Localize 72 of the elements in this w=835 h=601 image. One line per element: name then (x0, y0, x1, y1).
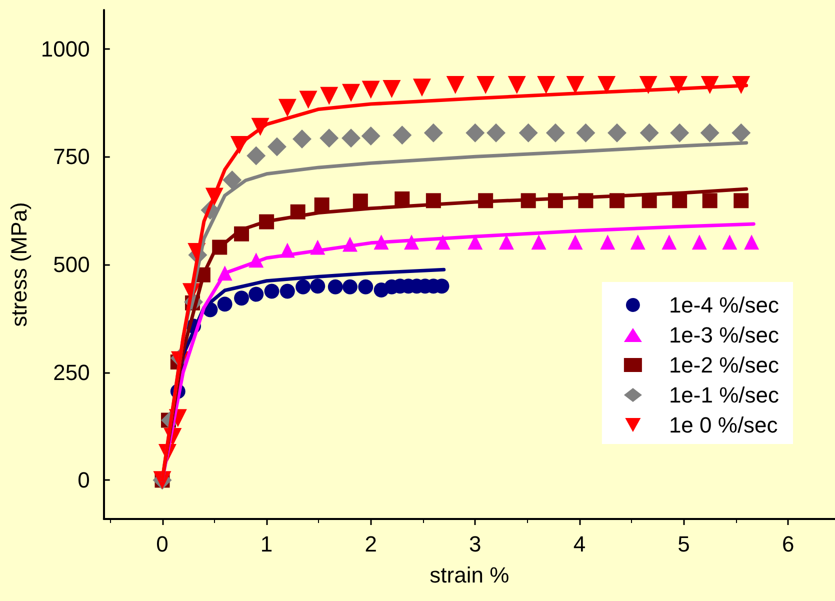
legend-label: 1e-2 %/sec (668, 352, 780, 378)
point (608, 123, 627, 142)
point (576, 123, 596, 142)
point (320, 128, 339, 148)
point (424, 123, 443, 142)
point (246, 146, 266, 166)
point (476, 76, 495, 94)
point (446, 76, 464, 94)
point (392, 126, 412, 145)
x-tick-label: 0 (156, 532, 168, 556)
point (222, 170, 242, 190)
point (264, 284, 280, 299)
point (299, 90, 318, 109)
point (466, 123, 485, 142)
point (296, 279, 311, 294)
x-tick-label: 3 (469, 532, 482, 556)
legend-label: 1e 0 %/sec (668, 412, 778, 438)
y-axis-title: stress (MPa) (6, 202, 32, 327)
point (320, 86, 338, 105)
point (362, 80, 380, 99)
x-tick-label: 5 (678, 532, 690, 556)
x-axis-title: strain % (430, 562, 510, 588)
legend-label: 1e-4 %/sec (668, 292, 780, 318)
point (630, 234, 646, 250)
point (342, 279, 358, 294)
point (280, 284, 295, 299)
point (412, 78, 431, 97)
legend-label: 1e-3 %/sec (668, 322, 780, 348)
point (358, 279, 374, 294)
y-tick-label: 1000 (40, 36, 90, 62)
point (361, 126, 380, 146)
point (670, 123, 690, 142)
point (248, 286, 264, 302)
point (722, 234, 738, 250)
point (278, 98, 296, 117)
point (732, 123, 751, 142)
point (537, 76, 556, 94)
point (744, 234, 760, 250)
point (568, 234, 583, 250)
y-tick-label: 250 (53, 360, 90, 385)
point (352, 194, 368, 209)
x-tick-label: 4 (573, 532, 586, 556)
point (498, 234, 514, 250)
point (234, 290, 250, 306)
x-tick-label: 6 (782, 532, 794, 556)
point (702, 193, 718, 208)
point (734, 193, 749, 208)
point (382, 80, 401, 98)
point (700, 123, 720, 142)
point (546, 123, 565, 142)
point (518, 123, 538, 142)
point (662, 234, 677, 250)
x-tick-label: 1 (260, 532, 273, 556)
point (508, 76, 526, 94)
y-tick-label: 750 (53, 144, 90, 170)
y-tick-label: 500 (53, 252, 90, 277)
point (600, 234, 616, 250)
point (692, 234, 707, 250)
point (342, 128, 361, 148)
point (328, 279, 343, 294)
point (267, 137, 286, 156)
point (640, 123, 659, 142)
point (217, 296, 232, 312)
point (342, 84, 360, 102)
point (292, 129, 312, 148)
point (531, 234, 546, 250)
x-tick-label: 2 (364, 532, 377, 556)
point (310, 278, 326, 294)
y-tick-label: 0 (78, 468, 90, 493)
point (486, 123, 506, 142)
legend-label: 1e-1 %/sec (668, 382, 780, 408)
point (639, 76, 658, 94)
